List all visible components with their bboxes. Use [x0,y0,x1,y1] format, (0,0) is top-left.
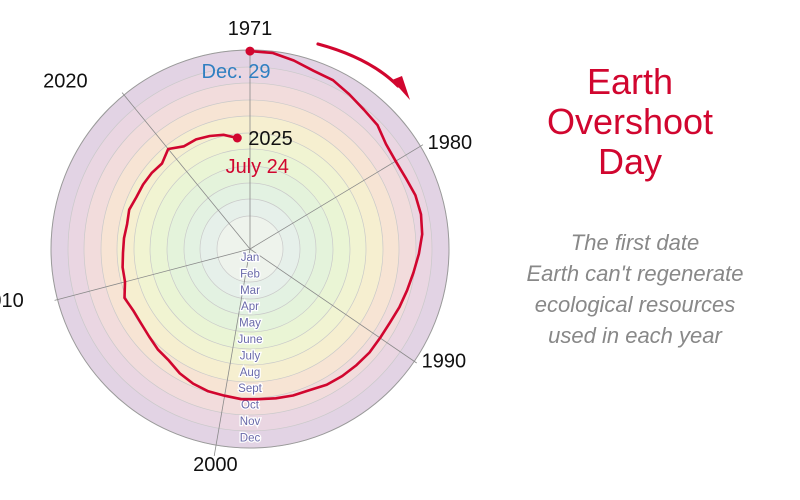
subtitle-line: used in each year [548,323,722,348]
month-label: June [238,334,263,346]
decade-spoke [121,92,251,250]
month-rings [50,49,450,449]
month-label: Nov [240,416,261,428]
chart-title: Earth Overshoot Day [505,62,755,182]
decade-spokes [54,47,424,456]
start-point-marker [245,46,255,56]
subtitle-line: Earth can't regenerate [526,261,744,286]
overshoot-line [121,49,424,401]
year-tick-label: 2010 [0,290,24,312]
month-label: May [239,318,261,330]
month-label: Aug [240,367,260,379]
month-label: Sept [238,383,262,395]
month-label: Dec [240,432,261,444]
decade-spoke [249,144,424,250]
end-point-marker [232,133,242,143]
title-line: Overshoot [546,101,714,142]
overshoot-series [121,46,424,401]
direction-arrow [316,42,410,100]
month-label: Oct [241,400,260,412]
subtitle-line: ecological resources [534,292,736,317]
decade-spoke [54,248,251,301]
subtitle-line: The first date [570,230,700,255]
year-tick-label: 2020 [43,71,88,93]
year-tick-label: 1990 [422,351,467,373]
year-tick-labels: 1971 1980 1990 2000 2010 2020 [0,18,472,476]
year-tick-label: 1980 [428,132,473,154]
year-tick-label: 1971 [228,18,273,40]
direction-arrow-line [316,42,400,88]
direction-arrow-head [392,76,410,100]
decade-spoke [213,248,251,456]
end-date-label: July 24 [226,156,289,178]
annotations: Dec. 29 2025 July 24 [202,61,293,178]
month-label: July [240,350,261,362]
end-year-label: 2025 [248,128,293,150]
month-label: Apr [241,301,259,313]
year-tick-label: 2000 [193,454,238,476]
decade-spoke [249,248,417,364]
month-label: Feb [240,268,260,280]
month-label: Jan [241,252,260,264]
month-labels: Jan Feb Mar Apr May June July Aug Sept Oct Nov Dec [236,251,264,446]
month-label: Mar [240,285,260,297]
title-line: Day [597,141,663,182]
start-date-label: Dec. 29 [202,61,271,83]
chart-subtitle: The first date Earth can't regenerate ec… [470,227,800,351]
title-line: Earth [586,61,674,102]
